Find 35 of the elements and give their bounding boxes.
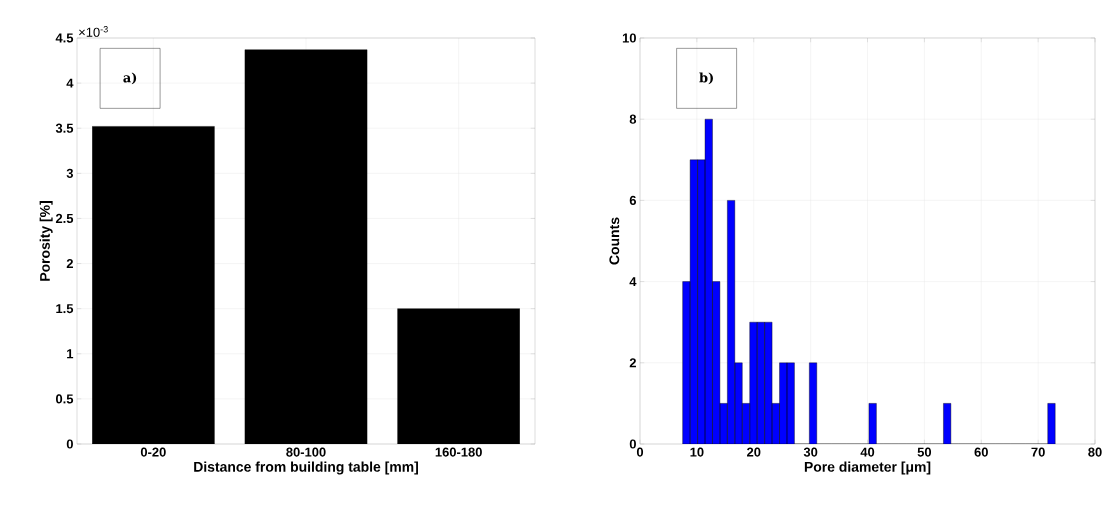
text: ×10$^{-3}$ [79, 26, 108, 37]
annotation: a) [123, 72, 137, 85]
y-tick-label: 0.5 [55, 394, 74, 404]
y-tick-label: 0 [66, 439, 73, 449]
y-tick-label: 4 [66, 78, 74, 88]
x-tick-label: 60 [974, 447, 988, 457]
y-tick-label: 1.5 [56, 304, 74, 314]
x-tick-label: 80 [1088, 447, 1102, 457]
x-tick-label: 70 [1031, 447, 1045, 457]
x-tick-label: 10 [690, 447, 704, 457]
x-tick-label: 40 [860, 447, 875, 457]
y-tick-label: 3.5 [55, 123, 74, 133]
y-tick-label: 4.5 [55, 33, 74, 43]
y-tick-label: 3 [66, 168, 74, 178]
x-tick-label: 0-20 [140, 447, 166, 457]
y-tick-label: 0 [629, 439, 636, 449]
x-tick-label: 30 [803, 447, 818, 457]
x-axis-title: Distance from building table [mm] [194, 461, 418, 475]
y-axis-title: Porosity [%] [39, 201, 53, 281]
y-tick-label: 6 [629, 195, 637, 205]
y-tick-label: 2 [629, 358, 636, 368]
annotation: b) [699, 72, 713, 85]
x-tick-label: 0 [636, 447, 644, 457]
x-tick-label: 20 [747, 447, 761, 457]
y-tick-label: 2 [66, 259, 73, 269]
y-tick-label: 1 [67, 349, 74, 359]
y-tick-label: 2.5 [55, 213, 74, 224]
y-axis-title: Counts [609, 217, 620, 265]
x-tick-label: 50 [917, 447, 932, 457]
x-tick-label: 160-180 [435, 447, 482, 457]
y-tick-label: 10 [622, 33, 636, 43]
x-axis-title: Pore diameter [μm] [804, 461, 931, 475]
x-tick-label: 80-100 [286, 447, 326, 457]
y-tick-label: 8 [629, 114, 637, 124]
y-tick-label: 4 [629, 277, 637, 287]
